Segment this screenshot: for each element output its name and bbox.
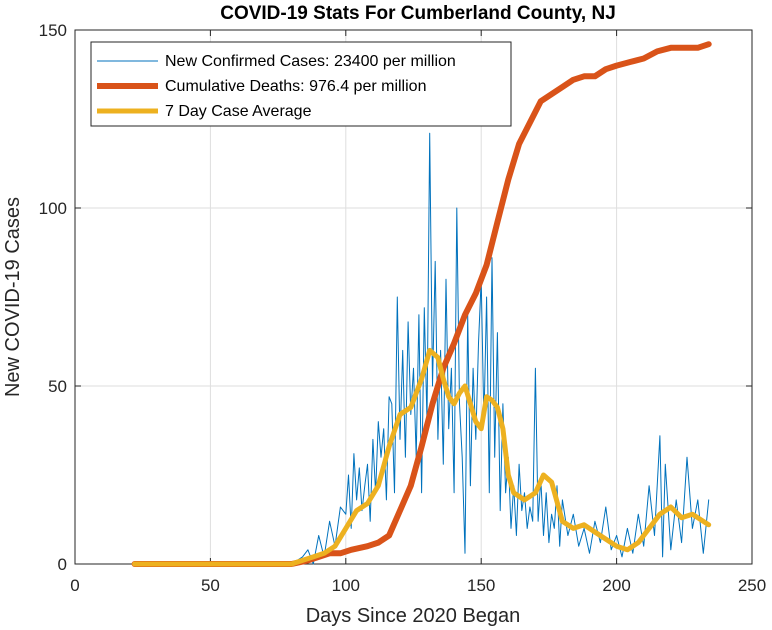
chart-title: COVID-19 Stats For Cumberland County, NJ	[220, 3, 616, 24]
legend-label-cumulative-deaths: Cumulative Deaths: 976.4 per million	[165, 78, 426, 95]
y-axis-label: New COVID-19 Cases	[2, 197, 24, 397]
x-tick-label: 0	[70, 576, 79, 595]
x-axis-label: Days Since 2020 Began	[306, 605, 521, 627]
x-tick-label: 50	[201, 576, 220, 595]
y-tick-label: 0	[58, 555, 67, 574]
legend-label-new-cases: New Confirmed Cases: 23400 per million	[165, 53, 456, 70]
series-7-day-average-line	[132, 347, 712, 567]
x-tick-label: 250	[738, 576, 766, 595]
series-new-cases-line	[134, 132, 710, 565]
x-tick-label: 100	[332, 576, 360, 595]
x-tick-label: 150	[467, 576, 495, 595]
series-layer	[131, 41, 712, 567]
y-tick-label: 50	[48, 377, 67, 396]
y-axis: 0 50 100 150	[39, 21, 752, 574]
legend-box	[90, 41, 512, 127]
y-tick-label: 150	[39, 21, 67, 40]
legend-label-7-day-average: 7 Day Case Average	[165, 103, 312, 120]
x-tick-label: 200	[602, 576, 630, 595]
x-axis: 0 50 100 150 200 250	[70, 30, 766, 595]
legend: New Confirmed Cases: 23400 per million C…	[90, 41, 512, 127]
plot-area	[74, 29, 753, 565]
y-tick-label: 100	[39, 199, 67, 218]
series-cumulative-deaths-line	[131, 41, 712, 567]
